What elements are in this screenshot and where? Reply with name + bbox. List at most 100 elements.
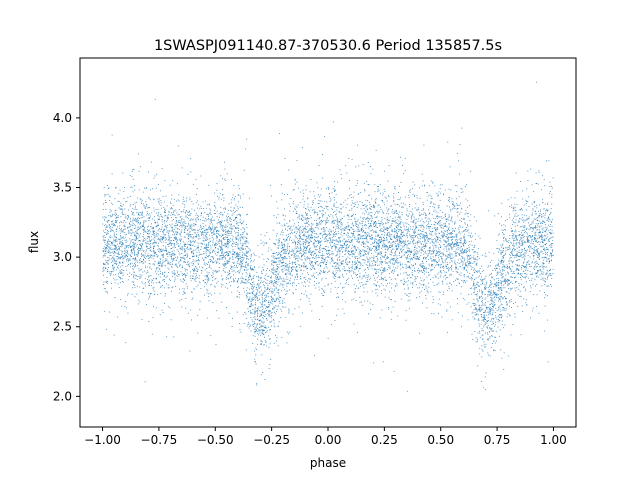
scatter-point [337,252,339,254]
scatter-point [163,241,165,243]
scatter-point [241,257,243,259]
scatter-point [148,263,150,264]
scatter-point [499,223,501,225]
scatter-point [528,263,530,265]
scatter-point [462,230,464,232]
scatter-point [551,193,553,195]
scatter-point [396,212,398,214]
scatter-point [526,219,528,221]
scatter-point [458,253,460,255]
scatter-point [302,241,304,243]
scatter-point [551,254,553,256]
scatter-point [158,282,160,284]
scatter-point [111,248,113,250]
scatter-point [416,197,418,199]
scatter-point [272,255,274,257]
scatter-point [232,261,234,263]
scatter-point [382,271,384,273]
scatter-point [381,260,382,262]
scatter-point [455,279,457,281]
scatter-point [356,331,358,333]
scatter-point [348,245,350,247]
scatter-point [401,279,403,281]
scatter-point [282,277,284,279]
scatter-point [461,231,463,233]
scatter-point [397,274,399,276]
scatter-point [413,254,415,256]
scatter-point [181,265,183,267]
scatter-point [249,272,251,274]
scatter-point [254,327,256,329]
scatter-point [305,225,306,227]
scatter-point [171,208,173,210]
scatter-point [345,281,347,283]
scatter-point [502,257,504,258]
scatter-point [264,299,266,301]
scatter-point [214,292,216,294]
scatter-point [526,236,528,238]
scatter-point [398,247,400,249]
scatter-point [325,233,327,235]
scatter-point [219,222,221,224]
scatter-point [230,232,232,234]
scatter-point [472,285,474,287]
scatter-point [225,255,227,257]
scatter-point [372,217,374,219]
scatter-point [319,222,320,224]
scatter-point [537,251,539,253]
scatter-point [336,221,338,223]
scatter-point [135,265,137,267]
scatter-point [122,258,124,260]
scatter-point [140,213,142,215]
scatter-point [110,274,112,276]
scatter-point [158,262,160,264]
scatter-point [467,213,468,215]
scatter-point [189,199,191,201]
scatter-point [173,250,175,252]
scatter-point [425,256,427,258]
scatter-point [174,229,176,230]
scatter-point [437,262,438,263]
scatter-point [548,239,550,240]
scatter-point [352,271,354,273]
scatter-point [501,288,503,290]
scatter-point [517,214,519,216]
scatter-point [548,224,549,226]
scatter-point [263,244,265,246]
scatter-point [152,247,154,249]
scatter-point [432,239,434,241]
scatter-point [512,283,514,285]
scatter-point [305,228,307,230]
scatter-point [500,274,502,276]
scatter-point [125,239,127,241]
scatter-point [350,219,352,221]
scatter-point [201,266,203,268]
scatter-point [170,239,172,241]
scatter-point [325,222,327,224]
scatter-point [312,257,313,259]
scatter-point [304,266,306,268]
scatter-point [271,312,273,313]
scatter-point [364,251,365,253]
scatter-point [179,239,181,241]
scatter-point [266,345,268,347]
scatter-point [335,314,337,316]
scatter-point [426,271,428,273]
scatter-point [216,236,218,238]
scatter-point [160,238,162,240]
scatter-point [276,277,278,279]
scatter-point [494,311,496,313]
scatter-point [389,246,391,248]
scatter-point [165,242,167,243]
scatter-point [169,230,171,232]
scatter-point [229,252,231,253]
scatter-point [533,250,535,252]
scatter-point [273,215,275,217]
scatter-point [534,210,536,212]
scatter-point [482,283,484,285]
scatter-point [402,284,404,286]
scatter-point [521,240,523,242]
scatter-point [458,238,460,240]
scatter-point [466,248,468,250]
scatter-point [305,278,307,280]
